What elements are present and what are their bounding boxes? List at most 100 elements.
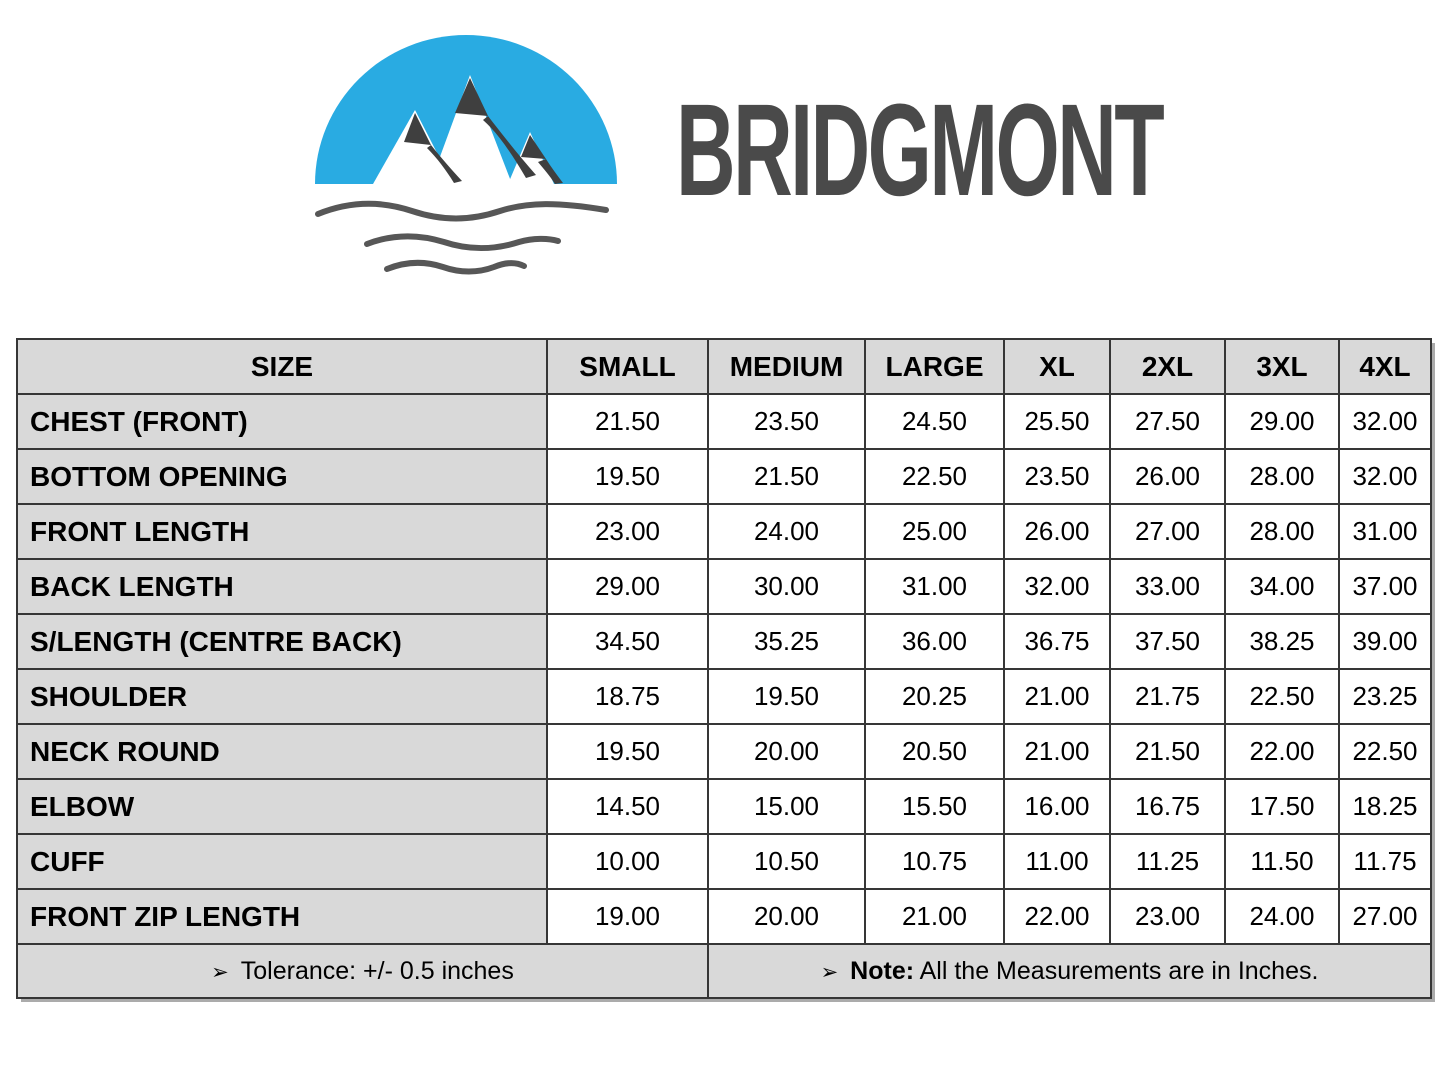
measurement-value: 32.00 xyxy=(1003,558,1111,615)
column-header-xl: XL xyxy=(1003,338,1111,395)
note-text: All the Measurements are in Inches. xyxy=(914,956,1319,985)
measurement-value: 22.00 xyxy=(1224,723,1340,780)
measurement-value: 21.75 xyxy=(1109,668,1226,725)
measurement-value: 25.50 xyxy=(1003,393,1111,450)
measurement-value: 11.25 xyxy=(1109,833,1226,890)
column-header-2xl: 2XL xyxy=(1109,338,1226,395)
measurement-value: 21.00 xyxy=(1003,723,1111,780)
row-label: SHOULDER xyxy=(16,668,548,725)
row-label: BOTTOM OPENING xyxy=(16,448,548,505)
row-label: FRONT LENGTH xyxy=(16,503,548,560)
measurement-value: 23.00 xyxy=(546,503,709,560)
row-label: FRONT ZIP LENGTH xyxy=(16,888,548,945)
measurement-value: 19.50 xyxy=(707,668,866,725)
measurement-value: 37.00 xyxy=(1338,558,1432,615)
size-table: SIZE SMALL MEDIUM LARGE XL 2XL 3XL 4XL C… xyxy=(16,338,1432,999)
measurement-value: 34.00 xyxy=(1224,558,1340,615)
measurement-value: 19.50 xyxy=(546,448,709,505)
row-label: ELBOW xyxy=(16,778,548,835)
measurement-value: 29.00 xyxy=(1224,393,1340,450)
measurement-value: 38.25 xyxy=(1224,613,1340,670)
measurement-value: 10.50 xyxy=(707,833,866,890)
column-header-3xl: 3XL xyxy=(1224,338,1340,395)
column-header-size: SIZE xyxy=(16,338,548,395)
measurement-value: 11.50 xyxy=(1224,833,1340,890)
table-row: CUFF 10.00 10.50 10.75 11.00 11.25 11.50 11.75 xyxy=(16,833,1432,890)
table-row: NECK ROUND 19.50 20.00 20.50 21.00 21.50 22.00… xyxy=(16,723,1432,780)
measurement-value: 20.25 xyxy=(864,668,1005,725)
measurement-value: 23.25 xyxy=(1338,668,1432,725)
measurement-value: 23.00 xyxy=(1109,888,1226,945)
measurement-value: 10.75 xyxy=(864,833,1005,890)
measurement-value: 24.50 xyxy=(864,393,1005,450)
measurement-value: 17.50 xyxy=(1224,778,1340,835)
measurement-value: 21.50 xyxy=(546,393,709,450)
measurement-value: 20.00 xyxy=(707,723,866,780)
measurement-value: 35.25 xyxy=(707,613,866,670)
measurement-value: 19.50 xyxy=(546,723,709,780)
measurement-value: 22.50 xyxy=(864,448,1005,505)
arrow-bullet-icon: ➢ xyxy=(211,959,229,984)
column-header-large: LARGE xyxy=(864,338,1005,395)
column-header-small: SMALL xyxy=(546,338,709,395)
arrow-bullet-icon: ➢ xyxy=(820,959,839,984)
measurement-value: 15.50 xyxy=(864,778,1005,835)
table-row: CHEST (FRONT) 21.50 23.50 24.50 25.50 27.50 29… xyxy=(16,393,1432,450)
measurement-value: 21.00 xyxy=(864,888,1005,945)
brand-name: BRIDGMONT xyxy=(676,76,1165,223)
size-table-body: CHEST (FRONT) 21.50 23.50 24.50 25.50 27.50 29… xyxy=(16,393,1432,945)
size-table-header-row: SIZE SMALL MEDIUM LARGE XL 2XL 3XL 4XL xyxy=(16,338,1432,395)
note-cell: ➢ Note: All the Measurements are in Inche… xyxy=(707,943,1432,999)
table-row: ELBOW 14.50 15.00 15.50 16.00 16.75 17.50 18.25 xyxy=(16,778,1432,835)
measurement-value: 36.75 xyxy=(1003,613,1111,670)
tolerance-cell: ➢ Tolerance: +/- 0.5 inches xyxy=(16,943,709,999)
measurement-value: 28.00 xyxy=(1224,503,1340,560)
table-row: BOTTOM OPENING 19.50 21.50 22.50 23.50 26.00 2… xyxy=(16,448,1432,505)
column-header-medium: MEDIUM xyxy=(707,338,866,395)
measurement-value: 26.00 xyxy=(1003,503,1111,560)
size-table-footer-row: ➢ Tolerance: +/- 0.5 inches ➢ Note: All th… xyxy=(16,943,1432,999)
measurement-value: 23.50 xyxy=(1003,448,1111,505)
measurement-value: 25.00 xyxy=(864,503,1005,560)
row-label: S/LENGTH (CENTRE BACK) xyxy=(16,613,548,670)
row-label: CHEST (FRONT) xyxy=(16,393,548,450)
measurement-value: 22.00 xyxy=(1003,888,1111,945)
measurement-value: 23.50 xyxy=(707,393,866,450)
measurement-value: 36.00 xyxy=(864,613,1005,670)
table-row: FRONT ZIP LENGTH 19.00 20.00 21.00 22.00 23.0… xyxy=(16,888,1432,945)
row-label: NECK ROUND xyxy=(16,723,548,780)
measurement-value: 39.00 xyxy=(1338,613,1432,670)
measurement-value: 21.50 xyxy=(707,448,866,505)
row-label: BACK LENGTH xyxy=(16,558,548,615)
measurement-value: 11.75 xyxy=(1338,833,1432,890)
tolerance-text: Tolerance: +/- 0.5 inches xyxy=(240,956,514,985)
measurement-value: 30.00 xyxy=(707,558,866,615)
measurement-value: 32.00 xyxy=(1338,448,1432,505)
measurement-value: 34.50 xyxy=(546,613,709,670)
note-label: Note: xyxy=(850,956,915,985)
measurement-value: 18.75 xyxy=(546,668,709,725)
table-row: BACK LENGTH 29.00 30.00 31.00 32.00 33.00 34.0… xyxy=(16,558,1432,615)
table-row: SHOULDER 18.75 19.50 20.25 21.00 21.75 22.50 23… xyxy=(16,668,1432,725)
measurement-value: 31.00 xyxy=(1338,503,1432,560)
measurement-value: 11.00 xyxy=(1003,833,1111,890)
measurement-value: 32.00 xyxy=(1338,393,1432,450)
measurement-value: 24.00 xyxy=(1224,888,1340,945)
measurement-value: 37.50 xyxy=(1109,613,1226,670)
measurement-value: 33.00 xyxy=(1109,558,1226,615)
measurement-value: 21.00 xyxy=(1003,668,1111,725)
column-header-4xl: 4XL xyxy=(1338,338,1432,395)
measurement-value: 26.00 xyxy=(1109,448,1226,505)
measurement-value: 20.00 xyxy=(707,888,866,945)
measurement-value: 27.00 xyxy=(1338,888,1432,945)
measurement-value: 19.00 xyxy=(546,888,709,945)
measurement-value: 29.00 xyxy=(546,558,709,615)
measurement-value: 27.00 xyxy=(1109,503,1226,560)
measurement-value: 10.00 xyxy=(546,833,709,890)
measurement-value: 21.50 xyxy=(1109,723,1226,780)
measurement-value: 27.50 xyxy=(1109,393,1226,450)
row-label: CUFF xyxy=(16,833,548,890)
measurement-value: 15.00 xyxy=(707,778,866,835)
measurement-value: 20.50 xyxy=(864,723,1005,780)
